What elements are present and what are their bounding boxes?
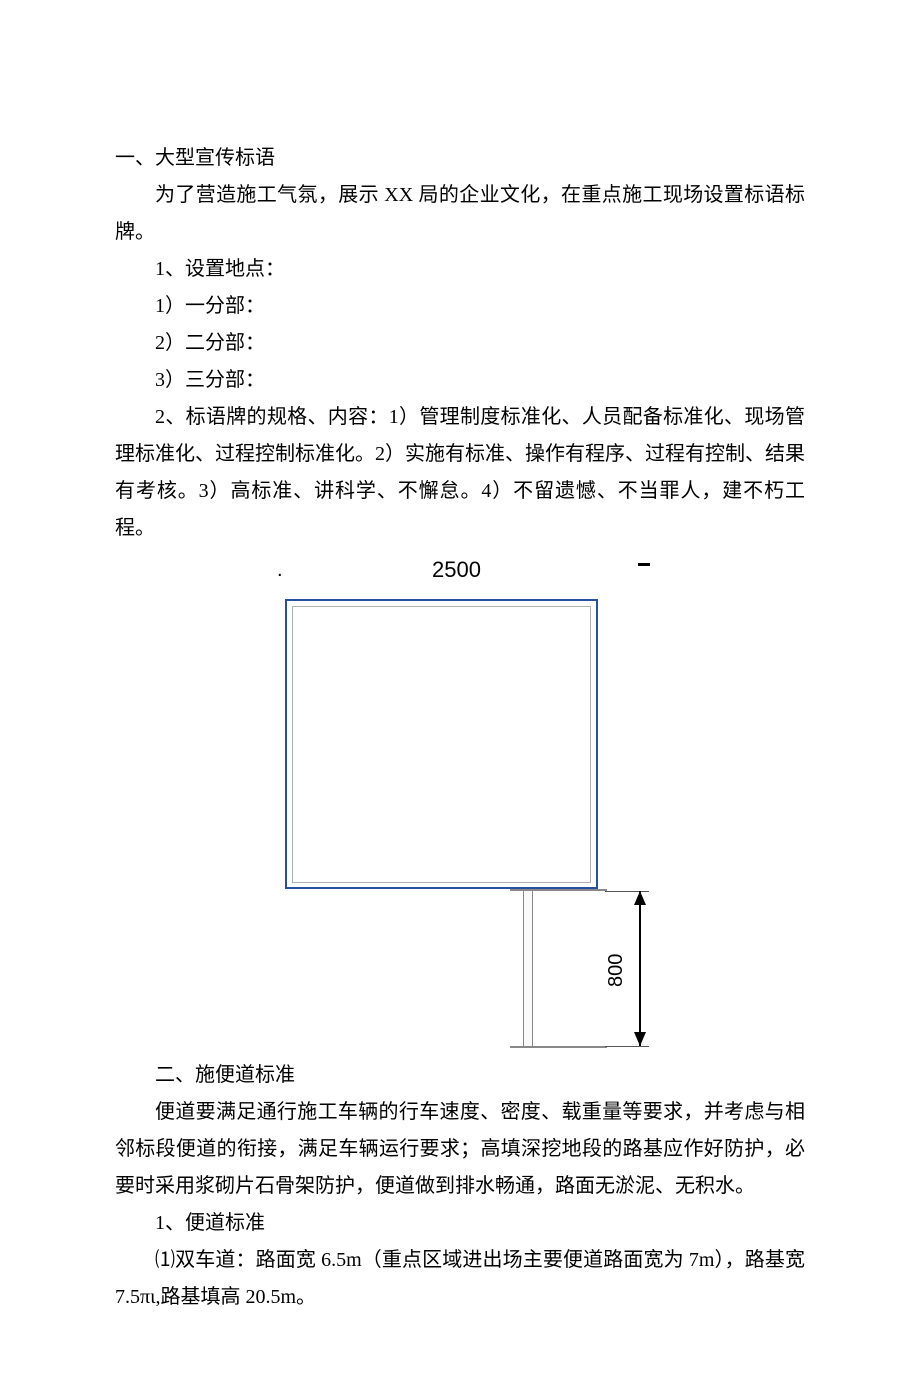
dim-arrow-down-icon bbox=[634, 1032, 646, 1046]
sign-diagram: . 2500 800 bbox=[115, 557, 805, 1057]
dim-arrow-up-icon bbox=[634, 891, 646, 905]
section-1-sub-1: 1）一分部： bbox=[115, 288, 805, 325]
top-dim-marker-left: . bbox=[277, 559, 283, 582]
section-1-heading: 一、大型宣传标语 bbox=[115, 140, 805, 177]
post-base bbox=[510, 1046, 607, 1048]
section-1-para-2: 2、标语牌的规格、内容：1）管理制度标准化、人员配备标准化、现场管理标准化、过程… bbox=[115, 399, 805, 547]
sign-post bbox=[523, 891, 533, 1046]
section-1-item-1: 1、设置地点： bbox=[115, 251, 805, 288]
dim-line-vertical bbox=[639, 891, 641, 1046]
top-dimension-value: 2500 bbox=[432, 557, 481, 583]
section-1-sub-2: 2）二分部： bbox=[115, 325, 805, 362]
section-2-sub-1: ⑴双车道：路面宽 6.5m（重点区域进出场主要便道路面宽为 7m），路基宽 7.… bbox=[115, 1242, 805, 1316]
dim-extension-bottom bbox=[605, 1046, 649, 1047]
sign-panel-inner bbox=[292, 606, 591, 883]
section-2-heading: 二、施便道标准 bbox=[115, 1057, 805, 1094]
section-2-item-1: 1、便道标准 bbox=[115, 1205, 805, 1242]
section-2-para-1: 便道要满足通行施工车辆的行车速度、密度、载重量等要求，并考虑与相邻标段便道的衔接… bbox=[115, 1094, 805, 1205]
top-dim-marker-right bbox=[638, 563, 650, 566]
section-1-intro: 为了营造施工气氛，展示 XX 局的企业文化，在重点施工现场设置标语标牌。 bbox=[115, 177, 805, 251]
side-dimension-value: 800 bbox=[605, 954, 628, 987]
section-1-sub-3: 3）三分部： bbox=[115, 362, 805, 399]
